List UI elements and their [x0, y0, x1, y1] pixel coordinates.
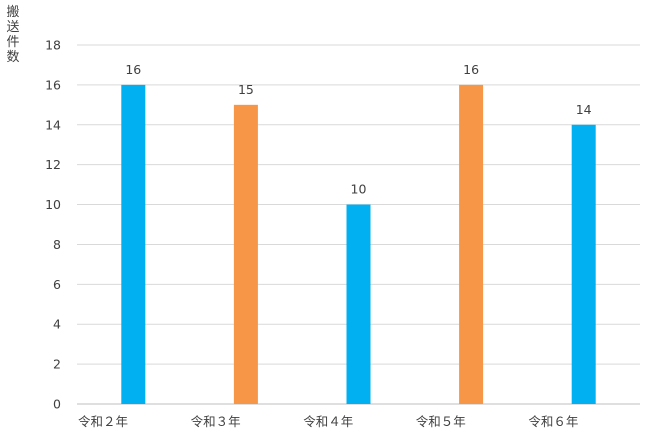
data-label: 10 [351, 182, 367, 197]
y-tick-label: 2 [53, 357, 61, 372]
x-tick-label: 令和５年 [416, 414, 466, 429]
x-tick-label: 令和６年 [528, 414, 578, 429]
y-tick-label: 6 [53, 277, 61, 292]
data-label: 16 [463, 62, 479, 77]
bar [121, 84, 146, 404]
y-axis-label-char: 数 [6, 50, 20, 65]
bar [571, 124, 596, 405]
x-tick-label: 令和２年 [78, 414, 128, 429]
bar [233, 104, 258, 404]
y-axis-label-char: 件 [6, 35, 20, 50]
y-tick-label: 10 [45, 197, 61, 212]
y-tick-label: 18 [45, 38, 61, 53]
x-tick-label: 令和４年 [303, 414, 353, 429]
y-tick-label: 14 [45, 117, 61, 132]
y-axis-label-char: 搬 [6, 5, 20, 20]
y-tick-label: 4 [53, 317, 61, 332]
y-axis-label-char: 送 [6, 20, 20, 35]
y-tick-label: 16 [45, 77, 61, 92]
data-label: 14 [576, 102, 592, 117]
bar [459, 84, 484, 404]
y-tick-label: 8 [53, 237, 61, 252]
y-tick-label: 12 [45, 157, 61, 172]
x-tick-label: 令和３年 [191, 414, 241, 429]
data-label: 15 [238, 82, 254, 97]
bar [346, 204, 371, 404]
y-tick-label: 0 [53, 397, 61, 412]
data-label: 16 [125, 62, 141, 77]
